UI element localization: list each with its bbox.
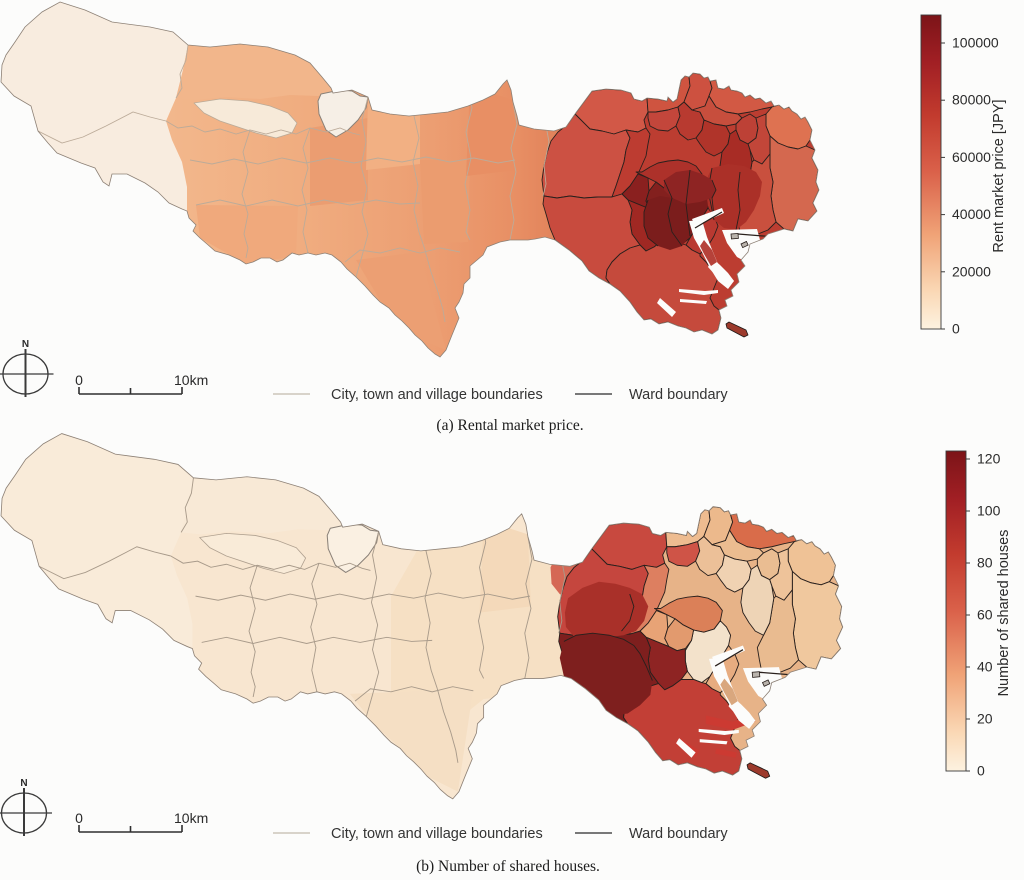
svg-text:City, town and village boundar: City, town and village boundaries bbox=[331, 387, 543, 403]
svg-text:60: 60 bbox=[977, 607, 993, 623]
svg-text:(a) Rental market price.: (a) Rental market price. bbox=[436, 417, 583, 434]
svg-text:10km: 10km bbox=[174, 810, 208, 826]
svg-text:80: 80 bbox=[977, 555, 993, 571]
svg-text:120: 120 bbox=[977, 451, 1001, 467]
svg-text:Ward boundary: Ward boundary bbox=[629, 826, 728, 842]
svg-text:0: 0 bbox=[977, 763, 985, 779]
svg-text:40000: 40000 bbox=[952, 206, 991, 222]
svg-text:10km: 10km bbox=[174, 372, 208, 388]
svg-text:Ward boundary: Ward boundary bbox=[629, 387, 728, 403]
svg-text:0: 0 bbox=[952, 321, 960, 337]
svg-text:0: 0 bbox=[75, 372, 83, 388]
svg-text:40: 40 bbox=[977, 659, 993, 675]
svg-text:Number of shared houses: Number of shared houses bbox=[996, 530, 1012, 697]
svg-text:City, town and village boundar: City, town and village boundaries bbox=[331, 826, 543, 842]
svg-text:N: N bbox=[20, 778, 27, 789]
svg-text:Rent market price [JPY]: Rent market price [JPY] bbox=[991, 99, 1007, 252]
svg-text:20: 20 bbox=[977, 711, 993, 727]
svg-text:100000: 100000 bbox=[952, 35, 999, 51]
svg-text:80000: 80000 bbox=[952, 92, 991, 108]
svg-text:60000: 60000 bbox=[952, 149, 991, 165]
svg-text:(b) Number of shared houses.: (b) Number of shared houses. bbox=[416, 858, 600, 875]
svg-text:100: 100 bbox=[977, 503, 1001, 519]
svg-text:N: N bbox=[22, 339, 29, 350]
svg-text:0: 0 bbox=[75, 810, 83, 826]
svg-text:20000: 20000 bbox=[952, 263, 991, 279]
